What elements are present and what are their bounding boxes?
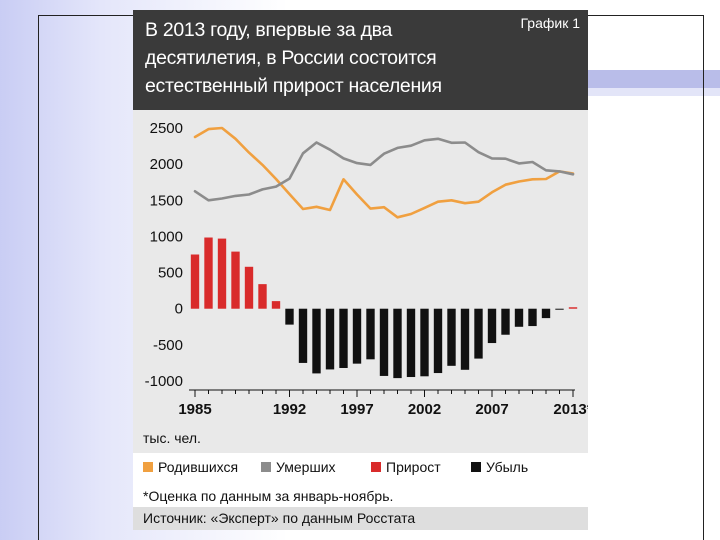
- legend-item-deaths: Умерших: [261, 459, 336, 475]
- legend-swatch-decrease: [471, 462, 481, 472]
- chart-panel: В 2013 году, впервые за два десятилетия,…: [133, 10, 588, 530]
- x-tick-label: 2002: [408, 401, 441, 418]
- decrease-bar: [298, 308, 308, 363]
- decorative-bar-light: [586, 88, 720, 96]
- decrease-bar: [555, 308, 564, 310]
- y-tick-label: 1500: [150, 192, 183, 209]
- chart-title: В 2013 году, впервые за два десятилетия,…: [145, 19, 442, 97]
- y-tick-label: -500: [153, 337, 183, 354]
- legend-label-decrease: Убыль: [486, 459, 529, 475]
- decrease-bar: [312, 308, 321, 374]
- chart-number: График 1: [520, 15, 580, 31]
- increase-bar: [190, 254, 200, 309]
- legend-label-increase: Прирост: [386, 459, 441, 475]
- source-bar: Источник: «Эксперт» по данным Росстата: [133, 507, 588, 530]
- decrease-bar: [487, 308, 497, 344]
- decrease-bar: [379, 308, 389, 376]
- y-tick-label: 0: [175, 301, 183, 318]
- x-tick-label: 1992: [273, 401, 306, 418]
- legend-swatch-deaths: [261, 462, 271, 472]
- legend-item-increase: Прирост: [371, 459, 441, 475]
- increase-bar: [568, 307, 578, 309]
- y-tick-label: -1000: [145, 373, 183, 390]
- decrease-bar: [541, 308, 551, 319]
- source-text: Источник: «Эксперт» по данным Росстата: [143, 510, 416, 526]
- increase-bar: [217, 238, 227, 309]
- legend-swatch-increase: [371, 462, 381, 472]
- legend: Родившихся Умерших Прирост Убыль: [133, 453, 588, 483]
- decrease-bar: [285, 308, 294, 325]
- decrease-bar: [366, 308, 375, 360]
- y-tick-label: 1000: [150, 228, 183, 245]
- deaths-line: [193, 137, 575, 202]
- increase-bar: [204, 237, 213, 309]
- decrease-bar: [447, 308, 456, 366]
- x-tick-label: 2007: [475, 401, 508, 418]
- decrease-bar: [460, 308, 470, 370]
- legend-item-births: Родившихся: [143, 459, 238, 475]
- y-tick-label: 2000: [150, 156, 183, 173]
- x-tick-label: 1997: [340, 401, 373, 418]
- decrease-bar: [339, 308, 348, 368]
- chart-header: В 2013 году, впервые за два десятилетия,…: [133, 10, 588, 110]
- decrease-bar: [393, 308, 402, 379]
- legend-label-births: Родившихся: [158, 459, 239, 475]
- births-line: [193, 126, 575, 219]
- y-tick-label: 500: [158, 265, 183, 282]
- decorative-bar: [586, 70, 720, 88]
- increase-bar: [244, 266, 254, 309]
- legend-label-deaths: Умерших: [276, 459, 336, 475]
- decrease-bar: [514, 308, 524, 327]
- decrease-bar: [420, 308, 429, 377]
- decrease-bar: [352, 308, 362, 364]
- legend-swatch-births: [143, 462, 153, 472]
- decrease-bar: [406, 308, 416, 378]
- x-tick-label: 1985: [178, 401, 211, 418]
- increase-bar: [231, 251, 240, 309]
- unit-label: тыс. чел.: [143, 430, 201, 446]
- footnote: *Оценка по данным за январь-ноябрь.: [143, 488, 394, 504]
- decrease-bar: [501, 308, 510, 335]
- x-tick-label: 2013*: [553, 401, 588, 418]
- decrease-bar: [528, 308, 537, 327]
- legend-item-decrease: Убыль: [471, 459, 528, 475]
- increase-bar: [271, 301, 281, 309]
- chart-svg: 2500 2000 1500 1000 500 0 -500 -1000 1985 1992 199…: [145, 120, 588, 418]
- decrease-bar: [325, 308, 335, 370]
- y-tick-label: 2500: [150, 120, 183, 137]
- decrease-bar: [474, 308, 483, 359]
- increase-bar: [258, 284, 267, 309]
- decrease-bar: [433, 308, 443, 374]
